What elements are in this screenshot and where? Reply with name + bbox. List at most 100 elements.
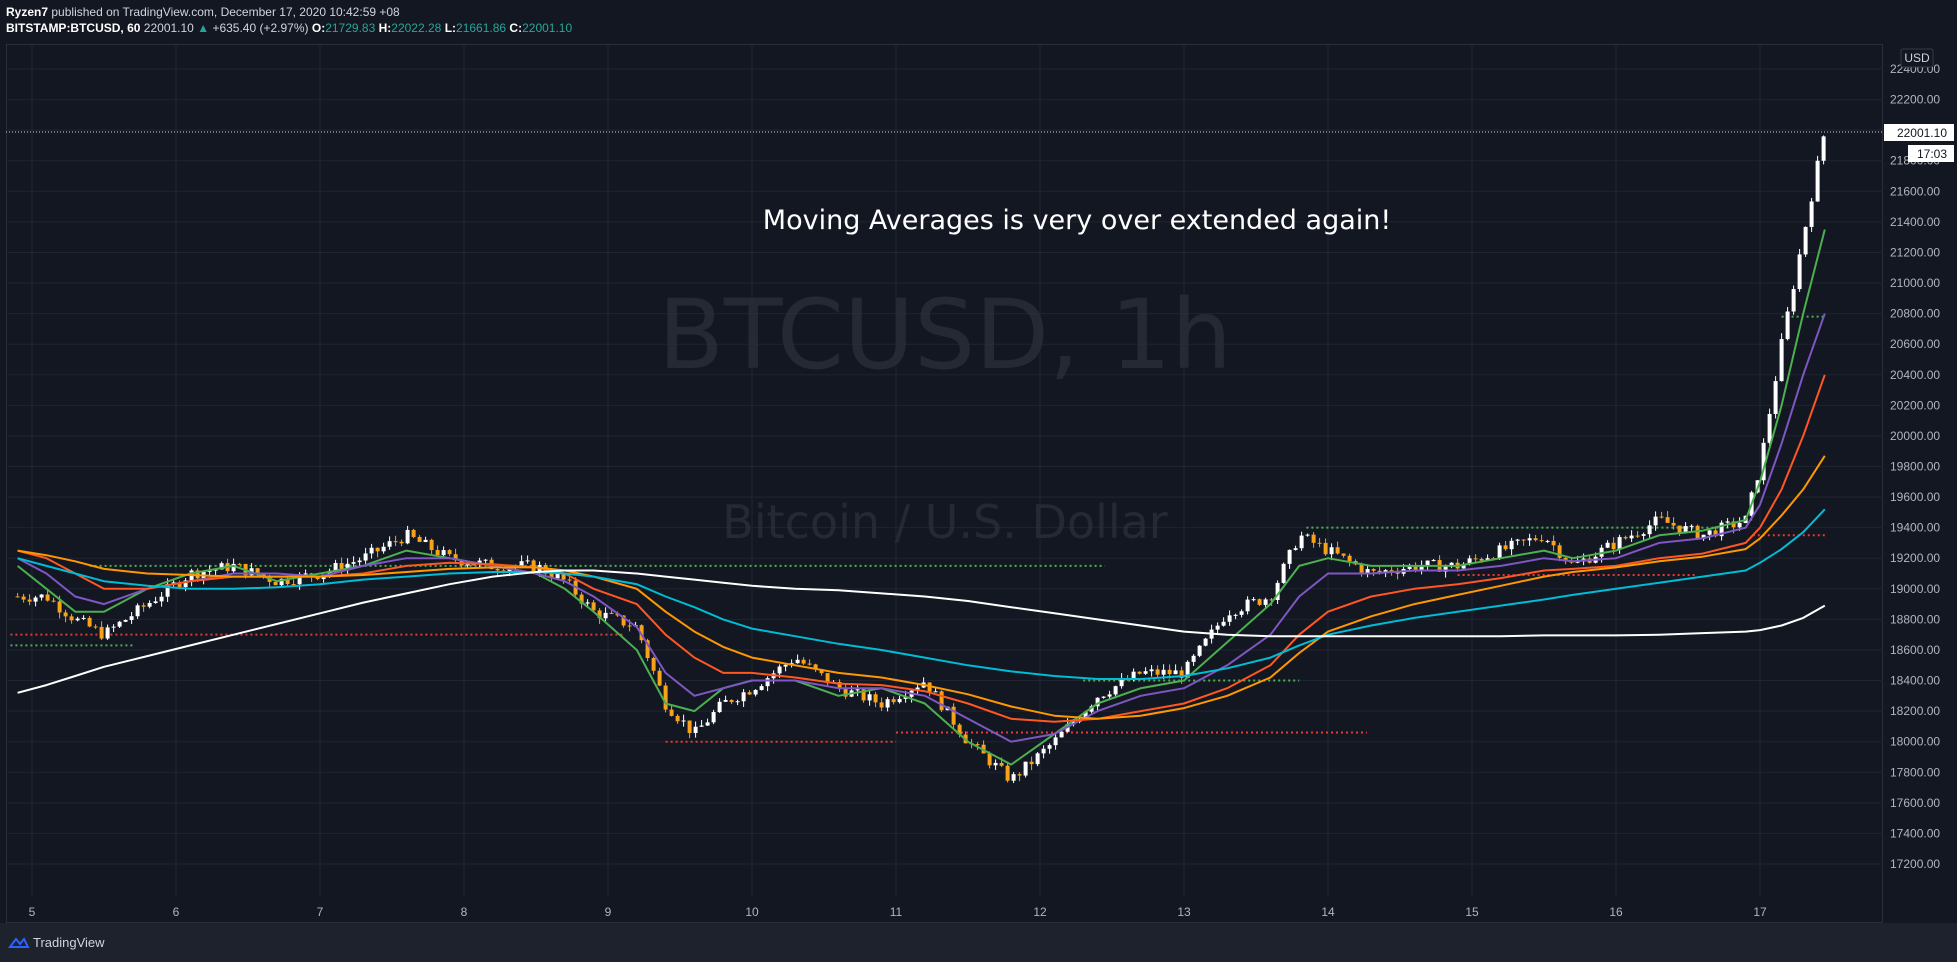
candle-body (417, 536, 422, 542)
candle-body (1269, 599, 1274, 601)
candle-body (1245, 599, 1250, 612)
candle-body (657, 670, 662, 686)
candle-body (1575, 561, 1580, 563)
candle-body (1215, 625, 1220, 630)
candle-body (405, 529, 410, 544)
candle-body (1053, 737, 1058, 746)
candle-body (381, 546, 386, 552)
candle-body (231, 563, 236, 572)
price-tick-label: 19400.00 (1890, 521, 1940, 535)
candle-body (699, 725, 704, 727)
candle-body (141, 605, 146, 607)
candle-body (1689, 525, 1694, 527)
candle-body (855, 689, 860, 691)
candle-body (93, 626, 98, 628)
candle-body (1377, 570, 1382, 572)
candle-body (1131, 671, 1136, 680)
price-tick-label: 19200.00 (1890, 551, 1940, 565)
candle-body (1557, 545, 1562, 558)
author-name[interactable]: Ryzen7 (6, 5, 49, 19)
candle-body (1197, 645, 1202, 656)
candle-body (375, 547, 380, 552)
candle-body (567, 579, 572, 581)
candle-body (1119, 678, 1124, 687)
candle-body (1419, 566, 1424, 570)
time-axis[interactable]: 5 6 7 8 9 10 11 12 13 14 15 16 17 (29, 905, 1767, 919)
candle-body (147, 603, 152, 607)
candle-body (1659, 516, 1664, 518)
candle-body (1137, 671, 1142, 674)
moving-average-line (17, 569, 1826, 694)
candle-body (219, 563, 224, 570)
candle-body (87, 617, 92, 627)
candle-body (1815, 160, 1820, 202)
candle-body (621, 615, 626, 626)
candle-body (1767, 413, 1772, 443)
price-tick-label: 19800.00 (1890, 460, 1940, 474)
price-tick-label: 18200.00 (1890, 704, 1940, 718)
candle-body (357, 560, 362, 563)
candle-body (165, 583, 170, 597)
candle-body (1647, 525, 1652, 535)
price-tick-label: 18600.00 (1890, 643, 1940, 657)
candle-body (1113, 686, 1118, 695)
moving-averages (16, 229, 1826, 766)
candle-body (1329, 547, 1334, 555)
candle-body (1305, 534, 1310, 536)
candle-body (1677, 525, 1682, 533)
candle-body (351, 562, 356, 564)
candle-body (1641, 534, 1646, 536)
price-tick-label: 18000.00 (1890, 735, 1940, 749)
candle-body (177, 582, 182, 587)
chart-annotation[interactable]: Moving Averages is very over extended ag… (763, 205, 1391, 236)
candle-body (1287, 549, 1292, 564)
candle-body (1233, 614, 1238, 616)
candle-body (1605, 542, 1610, 548)
footer-bar: TradingView (0, 923, 1957, 962)
tradingview-logo-icon[interactable] (8, 935, 30, 949)
candle-body (1203, 638, 1208, 646)
candle-body (1521, 539, 1526, 541)
candle-body (687, 720, 692, 734)
candle-body (999, 762, 1004, 766)
candle-body (465, 564, 470, 566)
price-axis[interactable]: 22400.0022200.0022000.0021800.0021600.00… (1890, 62, 1940, 871)
candle-body (1107, 694, 1112, 697)
candle-body (129, 616, 134, 620)
candle-body (1059, 731, 1064, 738)
candle-body (933, 691, 938, 693)
low-label: L: (444, 21, 457, 35)
candle-body (1473, 558, 1478, 560)
currency-badge[interactable] (1900, 48, 1934, 68)
candle-body (1227, 615, 1232, 622)
candle-body (75, 618, 80, 621)
low-value: 21661.86 (456, 21, 507, 35)
brand-label[interactable]: TradingView (33, 935, 105, 950)
publish-date: published on TradingView.com, December 1… (51, 5, 400, 19)
price-tick-label: 22200.00 (1890, 93, 1940, 107)
candle-body (1263, 599, 1268, 605)
candle-body (1539, 540, 1544, 542)
candle-body (837, 682, 842, 689)
symbol-label[interactable]: BITSTAMP:BTCUSD, 60 (6, 21, 141, 35)
ohlc-legend: BITSTAMP:BTCUSD, 60 22001.10 ▲ +635.40 (… (6, 21, 572, 35)
candle-body (387, 541, 392, 547)
candle-body (291, 584, 296, 586)
candle-body (1449, 562, 1454, 567)
candle-body (345, 563, 350, 571)
candle-body (183, 580, 188, 587)
candle-body (447, 550, 452, 555)
candle-body (27, 599, 32, 602)
candle-body (1359, 564, 1364, 573)
candle-body (549, 573, 554, 579)
candle-body (1797, 254, 1802, 290)
candle-body (1023, 761, 1028, 776)
candle-body (531, 560, 536, 571)
candle-body (1737, 523, 1742, 528)
candle-body (1701, 534, 1706, 539)
candle-body (1461, 563, 1466, 569)
price-chart[interactable]: BTCUSD, 1h Bitcoin / U.S. Dollar Moving … (0, 0, 1957, 923)
candle-body (153, 601, 158, 604)
candle-body (819, 669, 824, 674)
candle-body (1617, 537, 1622, 550)
